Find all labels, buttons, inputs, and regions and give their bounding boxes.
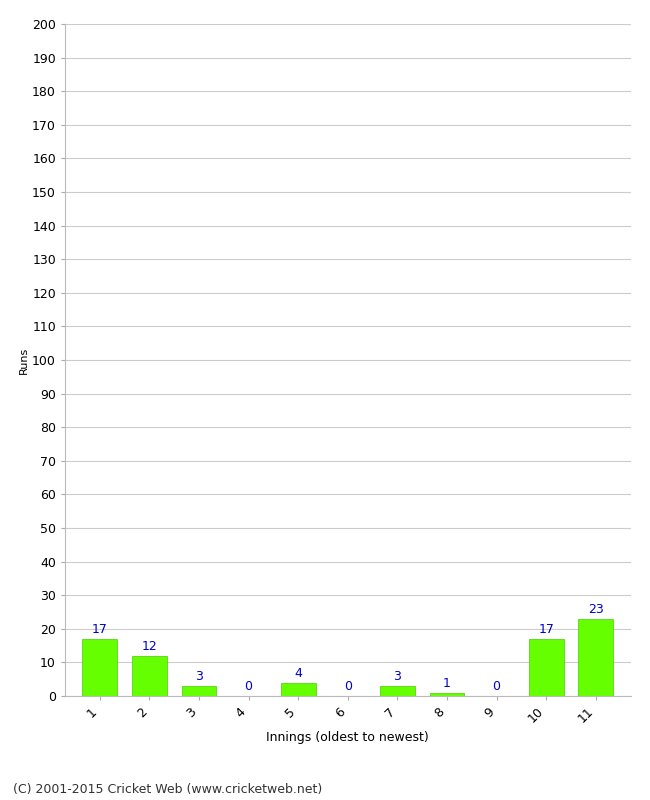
Text: 3: 3 — [393, 670, 401, 683]
Bar — [83, 639, 117, 696]
Text: 23: 23 — [588, 603, 604, 616]
Bar — [181, 686, 216, 696]
Text: 0: 0 — [344, 680, 352, 694]
Text: (C) 2001-2015 Cricket Web (www.cricketweb.net): (C) 2001-2015 Cricket Web (www.cricketwe… — [13, 783, 322, 796]
Text: 17: 17 — [538, 623, 554, 636]
Bar — [529, 639, 564, 696]
Text: 4: 4 — [294, 667, 302, 680]
Text: 12: 12 — [142, 640, 157, 653]
Bar — [578, 618, 613, 696]
Bar — [132, 656, 166, 696]
Text: 17: 17 — [92, 623, 108, 636]
Bar — [281, 682, 315, 696]
X-axis label: Innings (oldest to newest): Innings (oldest to newest) — [266, 731, 429, 744]
Bar — [380, 686, 415, 696]
Y-axis label: Runs: Runs — [20, 346, 29, 374]
Text: 3: 3 — [195, 670, 203, 683]
Text: 0: 0 — [244, 680, 253, 694]
Text: 0: 0 — [493, 680, 500, 694]
Text: 1: 1 — [443, 677, 451, 690]
Bar — [430, 693, 464, 696]
